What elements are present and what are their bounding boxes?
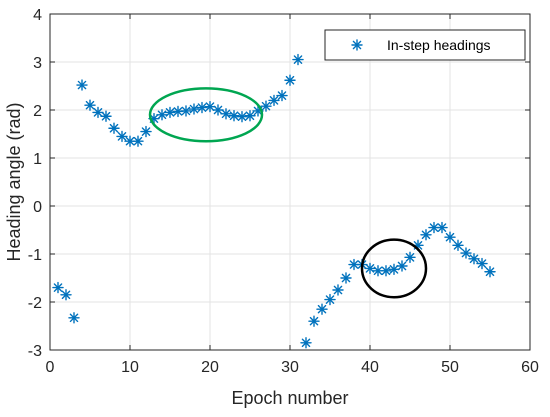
y-tick-label: 4: [33, 7, 42, 24]
data-point: [300, 337, 312, 349]
data-point: [476, 257, 488, 270]
data-point: [220, 108, 232, 120]
data-point: [108, 122, 120, 134]
data-point: [308, 315, 320, 327]
annotations: [148, 87, 428, 299]
axis-ticks: 0 10 20 30 40 50 60 -3 -2 -1 0 1 2 3 4: [28, 7, 539, 376]
data-point: [164, 106, 176, 119]
data-point: [76, 79, 88, 91]
data-point: [84, 99, 96, 111]
y-tick-label: 2: [33, 103, 42, 120]
x-tick-label: 20: [201, 359, 219, 376]
grid: [49, 13, 531, 351]
data-point: [436, 221, 448, 234]
data-point: [228, 110, 240, 122]
data-point: [204, 100, 216, 113]
data-point: [332, 284, 344, 296]
x-tick-label: 40: [361, 359, 379, 376]
data-point: [52, 281, 64, 294]
y-tick-label: 1: [33, 151, 42, 168]
data-point: [364, 262, 376, 275]
y-tick-label: -3: [28, 343, 42, 360]
data-point: [180, 105, 192, 117]
data-point: [196, 101, 208, 114]
data-point: [404, 251, 416, 264]
x-tick-label: 50: [441, 359, 459, 376]
data-point: [92, 106, 104, 119]
data-point: [380, 265, 392, 277]
data-point: [244, 110, 256, 122]
data-point: [132, 135, 144, 147]
highlight-ellipse: [148, 87, 264, 143]
y-tick-label: -2: [28, 295, 42, 312]
legend-asterisk-icon: [351, 39, 363, 51]
data-point: [276, 89, 288, 102]
data-point: [452, 239, 464, 252]
legend-marker: [351, 39, 363, 51]
data-point: [284, 74, 296, 86]
x-tick-label: 0: [46, 359, 55, 376]
data-point: [316, 303, 328, 315]
y-axis-label: Heading angle (rad): [4, 102, 24, 261]
data-point: [420, 229, 432, 241]
data-point: [468, 253, 480, 265]
data-point: [140, 125, 152, 138]
data-point: [268, 94, 280, 107]
data-point: [460, 247, 472, 259]
data-point: [340, 272, 352, 284]
data-point: [212, 104, 224, 116]
data-points: [52, 53, 496, 349]
data-point: [188, 103, 200, 115]
highlight-ellipse: [360, 238, 428, 299]
data-point: [156, 109, 168, 121]
data-point: [116, 130, 128, 143]
data-point: [324, 293, 336, 306]
y-tick-label: -1: [28, 247, 42, 264]
x-tick-label: 60: [521, 359, 539, 376]
data-point: [388, 263, 400, 276]
data-point: [372, 265, 384, 277]
data-point: [100, 110, 112, 122]
x-tick-label: 30: [281, 359, 299, 376]
y-tick-label: 0: [33, 199, 42, 216]
x-axis-label: Epoch number: [231, 388, 348, 408]
data-point: [396, 260, 408, 272]
y-tick-label: 3: [33, 55, 42, 72]
data-point: [444, 231, 456, 243]
data-point: [292, 53, 304, 66]
x-tick-label: 10: [121, 359, 139, 376]
data-point: [260, 100, 272, 112]
data-point: [484, 266, 496, 278]
data-point: [60, 289, 72, 301]
legend: In-step headings: [324, 29, 526, 61]
data-point: [68, 312, 80, 324]
data-point: [236, 111, 248, 123]
legend-label: In-step headings: [387, 37, 491, 53]
